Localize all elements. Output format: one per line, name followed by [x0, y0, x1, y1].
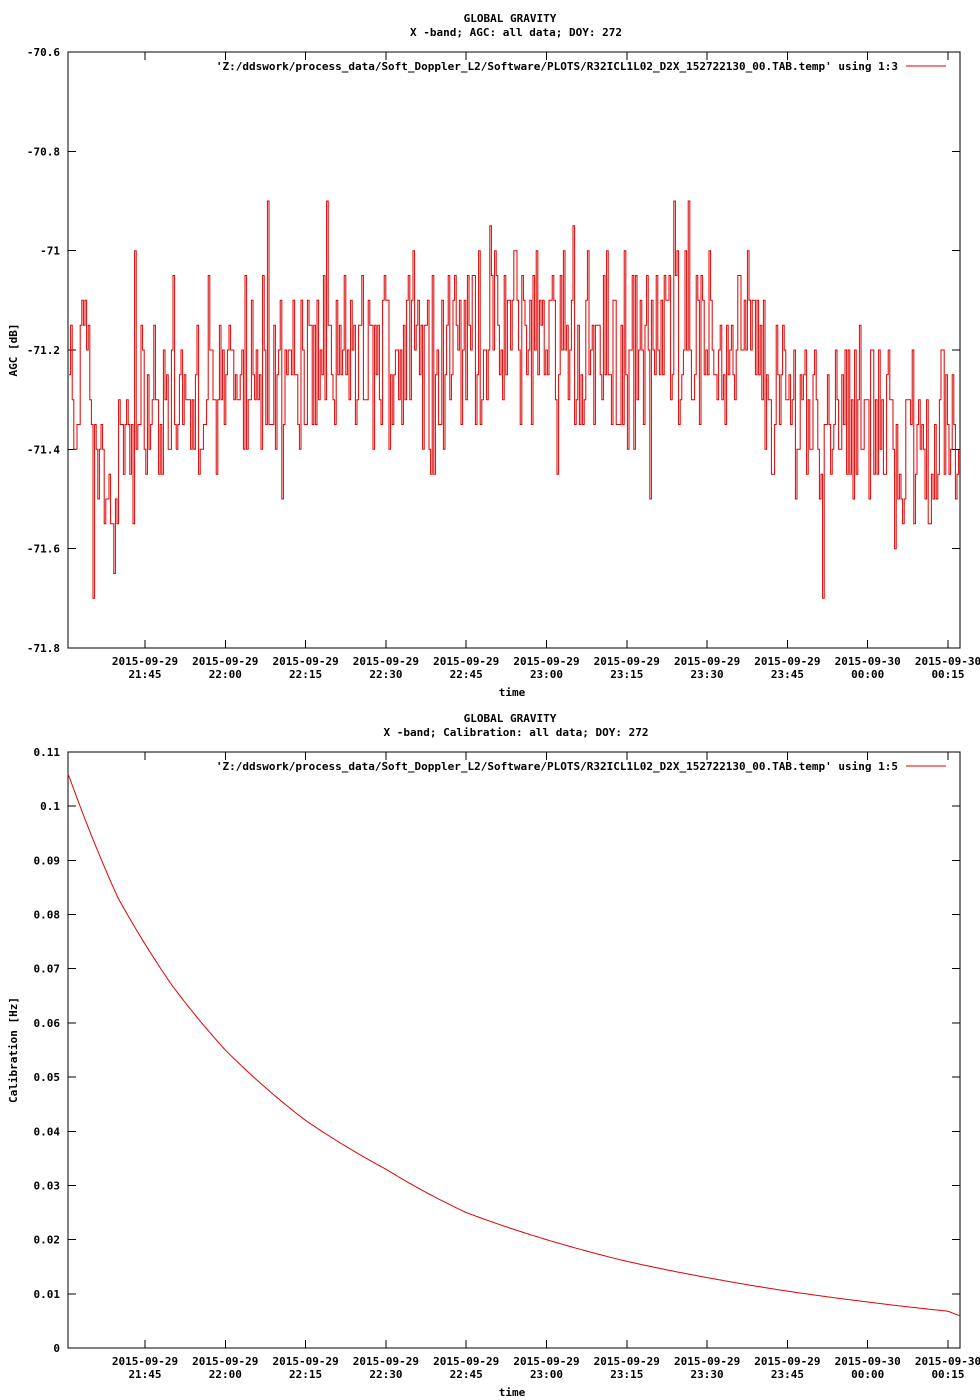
- cal-x-tick-time: 22:15: [289, 1368, 322, 1381]
- cal-x-tick-date: 2015-09-29: [353, 1355, 419, 1368]
- agc-y-tick-label: -71.6: [27, 543, 60, 556]
- cal-x-tick-time: 00:00: [851, 1368, 884, 1381]
- cal-y-tick-label: 0.03: [34, 1179, 61, 1192]
- agc-chart: GLOBAL GRAVITY X -band; AGC: all data; D…: [7, 12, 980, 699]
- agc-y-tick-label: -71.4: [27, 443, 60, 456]
- agc-x-tick-time: 22:30: [369, 668, 402, 681]
- agc-x-axis: 2015-09-2921:452015-09-2922:002015-09-29…: [112, 52, 980, 681]
- agc-chart-subtitle: X -band; AGC: all data; DOY: 272: [410, 26, 622, 39]
- calibration-x-axis: 2015-09-2921:452015-09-2922:002015-09-29…: [112, 752, 980, 1381]
- agc-x-tick-time: 22:00: [209, 668, 242, 681]
- cal-y-tick-label: 0.1: [40, 800, 60, 813]
- agc-x-tick-date: 2015-09-30: [835, 655, 901, 668]
- agc-x-tick-time: 22:45: [450, 668, 483, 681]
- cal-y-tick-label: 0.09: [34, 854, 61, 867]
- calibration-series-line: [67, 773, 961, 1316]
- cal-x-tick-time: 22:45: [450, 1368, 483, 1381]
- cal-x-tick-date: 2015-09-29: [754, 1355, 820, 1368]
- agc-x-tick-date: 2015-09-29: [353, 655, 419, 668]
- agc-legend-label: 'Z:/ddswork/process_data/Soft_Doppler_L2…: [216, 60, 898, 73]
- cal-x-tick-time: 23:45: [771, 1368, 804, 1381]
- agc-chart-title: GLOBAL GRAVITY: [464, 12, 557, 25]
- cal-y-tick-label: 0.04: [34, 1125, 61, 1138]
- agc-x-tick-date: 2015-09-29: [192, 655, 258, 668]
- agc-x-tick-time: 00:00: [851, 668, 884, 681]
- cal-y-tick-label: 0.07: [34, 963, 61, 976]
- cal-x-tick-time: 21:45: [128, 1368, 161, 1381]
- calibration-y-axis-label: Calibration [Hz]: [7, 997, 20, 1103]
- calibration-plot-frame: [67, 751, 961, 1349]
- agc-y-tick-label: -71.8: [27, 642, 60, 655]
- cal-x-tick-date: 2015-09-29: [433, 1355, 499, 1368]
- agc-x-axis-label: time: [499, 686, 526, 699]
- agc-plot-frame: [67, 51, 961, 649]
- agc-x-tick-time: 22:15: [289, 668, 322, 681]
- agc-x-tick-time: 23:45: [771, 668, 804, 681]
- agc-x-tick-time: 21:45: [128, 668, 161, 681]
- agc-x-tick-time: 23:00: [530, 668, 563, 681]
- cal-x-tick-date: 2015-09-29: [513, 1355, 579, 1368]
- agc-series-line: [69, 200, 960, 599]
- cal-y-tick-label: 0.08: [34, 909, 61, 922]
- agc-x-tick-date: 2015-09-30: [915, 655, 980, 668]
- calibration-chart: GLOBAL GRAVITY X -band; Calibration: all…: [7, 712, 980, 1399]
- cal-x-tick-date: 2015-09-29: [192, 1355, 258, 1368]
- agc-x-tick-date: 2015-09-29: [674, 655, 740, 668]
- agc-y-tick-label: -70.6: [27, 46, 60, 59]
- agc-x-tick-date: 2015-09-29: [272, 655, 338, 668]
- agc-y-tick-label: -71.2: [27, 344, 60, 357]
- agc-x-tick-date: 2015-09-29: [513, 655, 579, 668]
- cal-x-tick-date: 2015-09-30: [835, 1355, 901, 1368]
- calibration-chart-title: GLOBAL GRAVITY: [464, 712, 557, 725]
- agc-y-tick-label: -70.8: [27, 145, 60, 158]
- agc-x-tick-date: 2015-09-29: [112, 655, 178, 668]
- cal-x-tick-time: 22:00: [209, 1368, 242, 1381]
- agc-y-axis: -70.6 -70.8 -71 -71.2 -71.4 -71.6 -71.8: [27, 46, 960, 655]
- calibration-y-axis: 0.11 0.1 0.09 0.08 0.07 0.06 0.05 0.04 0.03 0.02 0…: [34, 746, 960, 1355]
- cal-x-tick-time: 23:30: [691, 1368, 724, 1381]
- calibration-chart-subtitle: X -band; Calibration: all data; DOY: 272: [384, 726, 649, 739]
- cal-y-tick-label: 0.11: [34, 746, 61, 759]
- cal-y-tick-label: 0: [53, 1342, 60, 1355]
- cal-y-tick-label: 0.05: [34, 1071, 61, 1084]
- cal-x-tick-date: 2015-09-29: [594, 1355, 660, 1368]
- agc-x-tick-time: 00:15: [931, 668, 964, 681]
- cal-x-tick-date: 2015-09-29: [112, 1355, 178, 1368]
- cal-x-tick-date: 2015-09-30: [915, 1355, 980, 1368]
- agc-x-tick-date: 2015-09-29: [433, 655, 499, 668]
- cal-x-tick-time: 22:30: [369, 1368, 402, 1381]
- agc-x-tick-date: 2015-09-29: [594, 655, 660, 668]
- agc-y-tick-label: -71: [40, 245, 60, 258]
- agc-x-tick-date: 2015-09-29: [754, 655, 820, 668]
- agc-x-tick-time: 23:30: [691, 668, 724, 681]
- cal-x-tick-date: 2015-09-29: [272, 1355, 338, 1368]
- cal-x-tick-time: 23:15: [610, 1368, 643, 1381]
- cal-x-tick-time: 23:00: [530, 1368, 563, 1381]
- agc-y-axis-label: AGC [dB]: [7, 324, 20, 377]
- calibration-legend-label: 'Z:/ddswork/process_data/Soft_Doppler_L2…: [216, 760, 898, 773]
- calibration-x-axis-label: time: [499, 1386, 526, 1399]
- agc-x-tick-time: 23:15: [610, 668, 643, 681]
- cal-y-tick-label: 0.06: [34, 1017, 61, 1030]
- cal-y-tick-label: 0.01: [34, 1288, 61, 1301]
- cal-x-tick-date: 2015-09-29: [674, 1355, 740, 1368]
- cal-y-tick-label: 0.02: [34, 1234, 61, 1247]
- cal-x-tick-time: 00:15: [931, 1368, 964, 1381]
